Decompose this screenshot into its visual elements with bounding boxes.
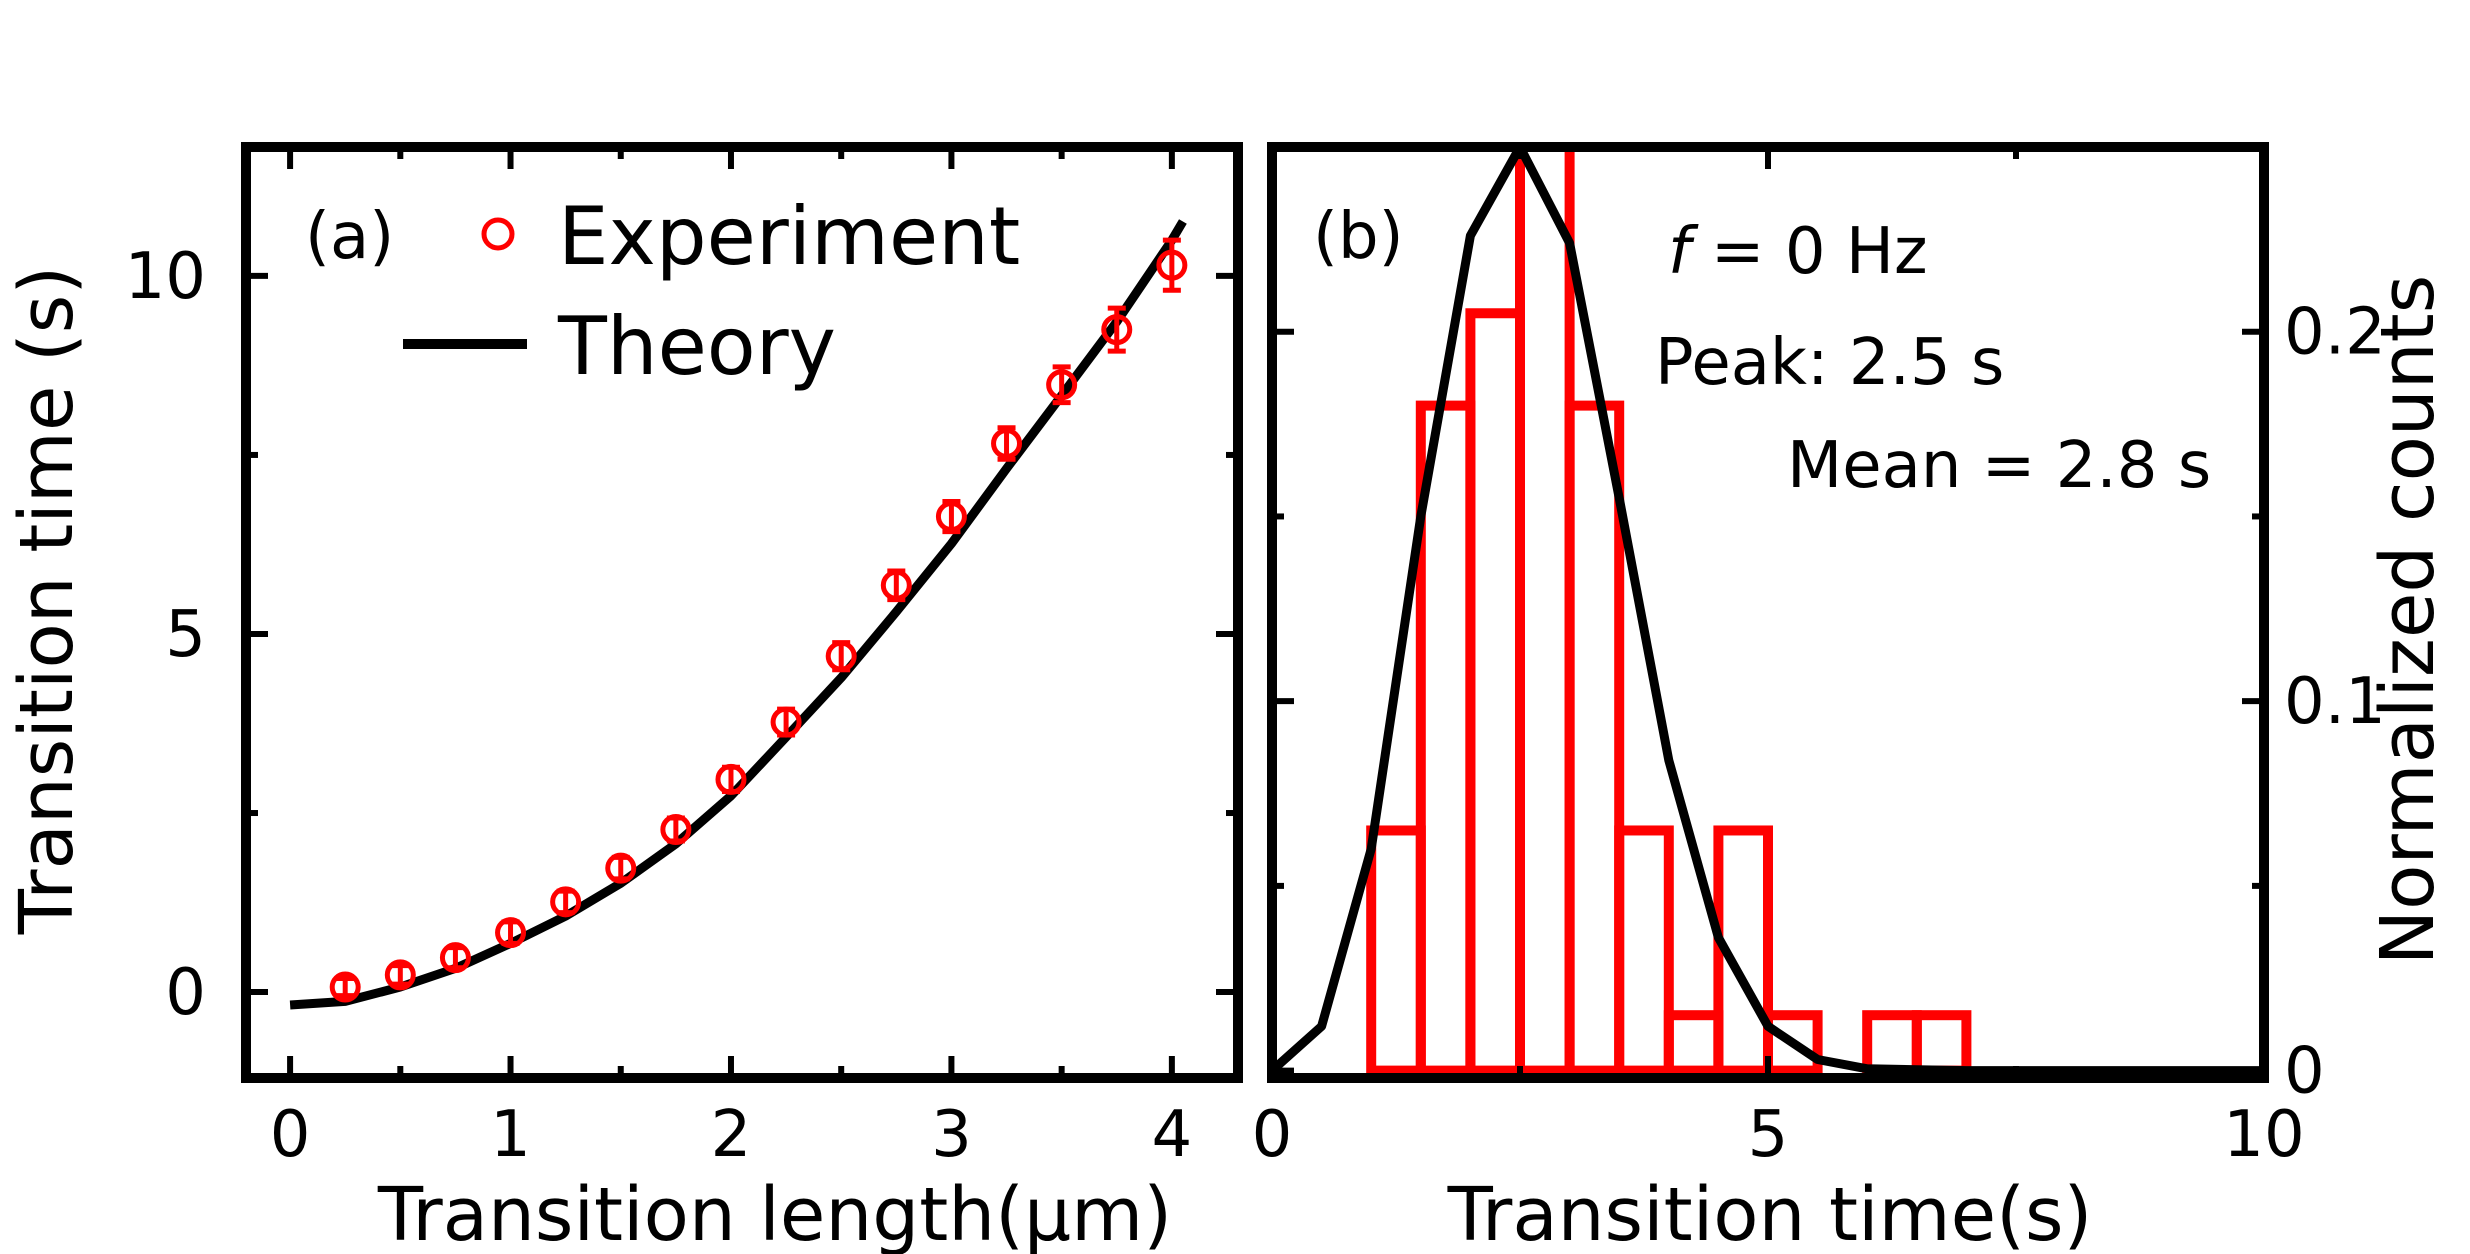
panel-a-x-tick-label: 2 xyxy=(711,1098,752,1172)
experiment-point xyxy=(1046,369,1078,401)
panel-a: 0 1 2 3 4 0 5 10 (a) Experiment Theory Transiti… xyxy=(4,142,1243,1254)
histogram-bar xyxy=(1366,825,1426,1076)
annotation-mean: Mean = 2.8 s xyxy=(1787,429,2211,503)
panel-a-x-axis-label: Transition length(μm) xyxy=(377,1172,1172,1254)
panel-a-label: (a) xyxy=(305,200,394,274)
experiment-point xyxy=(495,917,527,949)
histogram-bar xyxy=(1763,1010,1823,1076)
fit-curve xyxy=(1269,142,2264,1076)
panel-b-y-tick-label: 0 xyxy=(2284,1035,2325,1109)
experiment-point xyxy=(1156,249,1188,281)
histogram-bar xyxy=(1862,1010,1922,1076)
panel-b-x-tick-label: 10 xyxy=(2223,1098,2304,1172)
histogram-bar xyxy=(1614,825,1674,1076)
panel-a-x-tick-label: 4 xyxy=(1152,1098,1193,1172)
experiment-point xyxy=(329,971,361,1003)
histogram-bar xyxy=(1465,308,1526,1076)
histogram-bar xyxy=(1415,400,1476,1076)
experiment-point xyxy=(935,501,967,533)
experiment-point xyxy=(605,852,637,884)
panel-a-y-tick-label: 5 xyxy=(165,598,206,672)
panel-a-x-tick-label: 0 xyxy=(270,1098,311,1172)
experiment-point xyxy=(880,569,912,601)
panel-b-frame xyxy=(1267,142,2269,1083)
experiment-point xyxy=(715,763,747,795)
experiment-point xyxy=(825,640,857,672)
panel-a-y-tick-label: 10 xyxy=(125,240,206,314)
annotation-peak: Peak: 2.5 s xyxy=(1655,326,2004,400)
legend-theory-label: Theory xyxy=(557,300,836,393)
histogram-bar xyxy=(1911,1010,1972,1076)
panel-b-y-axis-label: Normalized counts xyxy=(2365,275,2451,966)
experiment-point xyxy=(991,427,1023,459)
panel-a-x-tick-label: 3 xyxy=(931,1098,972,1172)
experiment-point xyxy=(550,886,582,918)
panel-b-label: (b) xyxy=(1313,200,1404,274)
histogram-bar xyxy=(1515,142,1575,1076)
panel-a-y-tick-label: 0 xyxy=(165,956,206,1030)
panel-a-frame xyxy=(241,142,1243,1083)
legend: Experiment Theory xyxy=(403,190,1020,393)
annotation-frequency: f = 0 Hz xyxy=(1668,215,1928,289)
panel-b-x-tick-label: 0 xyxy=(1252,1098,1293,1172)
experiment-point xyxy=(1101,314,1133,346)
experiment-point xyxy=(660,813,692,845)
experiment-point xyxy=(384,959,416,991)
panel-b-x-tick-label: 5 xyxy=(1748,1098,1789,1172)
legend-experiment-marker xyxy=(481,217,515,251)
panel-a-y-axis-label: Transition time (s) xyxy=(4,266,90,935)
panel-b-y-tick-label: 0.1 xyxy=(2284,665,2386,739)
annotation-frequency-value: = 0 Hz xyxy=(1691,215,1928,289)
histogram-bar xyxy=(1564,400,1625,1076)
panel-b-x-axis-label: Transition time(s) xyxy=(1447,1172,2093,1254)
experiment-point xyxy=(439,942,471,974)
histogram-bar xyxy=(1663,1010,1724,1076)
histogram-bar xyxy=(1713,825,1774,1076)
experiment-point xyxy=(770,706,802,738)
panel-a-x-tick-label: 1 xyxy=(490,1098,531,1172)
theory-line xyxy=(289,219,1187,1010)
panel-b-y-tick-label: 0.2 xyxy=(2284,296,2386,370)
legend-experiment-label: Experiment xyxy=(558,190,1020,283)
